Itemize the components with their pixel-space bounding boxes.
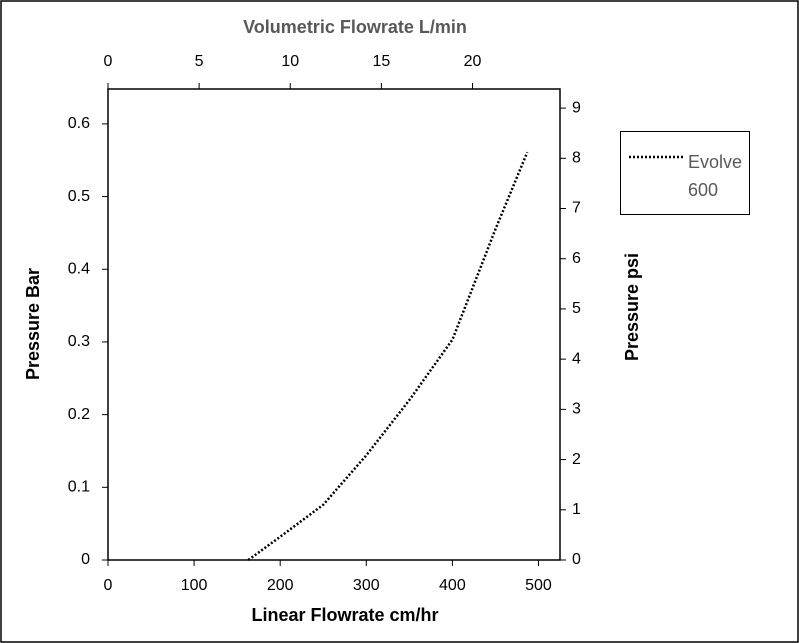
x-tick-label: 400	[439, 577, 466, 594]
y-tick-label: 0.2	[68, 406, 90, 423]
y2-tick-label: 8	[572, 150, 581, 167]
y-tick-label: 0.6	[68, 115, 90, 132]
x-tick-label: 200	[267, 577, 294, 594]
y2-tick-label: 9	[572, 99, 581, 116]
y-tick-label: 0.4	[68, 260, 90, 277]
y2-tick-label: 5	[572, 300, 581, 317]
legend: Evolve 600	[620, 131, 750, 215]
x-tick-label: 500	[525, 577, 552, 594]
y2-tick-label: 0	[572, 551, 581, 568]
series-line	[247, 151, 529, 562]
plot-area	[107, 88, 561, 561]
y2-axis-title: Pressure psi	[622, 253, 642, 361]
x2-tick-label: 10	[281, 53, 299, 70]
x-axis-title: Linear Flowrate cm/hr	[251, 605, 438, 625]
x-tick-label: 300	[353, 577, 380, 594]
x2-tick-label: 20	[464, 53, 482, 70]
x2-axis-title: Volumetric Flowrate L/min	[243, 17, 467, 37]
x-tick-label: 100	[181, 577, 208, 594]
y2-tick-label: 4	[572, 350, 581, 367]
y-tick-label: 0	[81, 551, 90, 568]
y2-tick-label: 7	[572, 200, 581, 217]
y-tick-label: 0.3	[68, 333, 90, 350]
x2-tick-label: 5	[195, 53, 204, 70]
x2-tick-label: 0	[104, 53, 113, 70]
y2-tick-label: 1	[572, 501, 581, 518]
y-tick-label: 0.1	[68, 479, 90, 496]
y2-tick-label: 2	[572, 451, 581, 468]
x-tick-label: 0	[104, 577, 113, 594]
x2-tick-label: 15	[372, 53, 390, 70]
y-axis-title: Pressure Bar	[23, 268, 43, 380]
legend-swatch-box	[629, 155, 683, 159]
legend-label: Evolve 600	[688, 152, 743, 200]
y2-tick-label: 3	[572, 401, 581, 418]
y-tick-label: 0.5	[68, 188, 90, 205]
y2-tick-label: 6	[572, 250, 581, 267]
